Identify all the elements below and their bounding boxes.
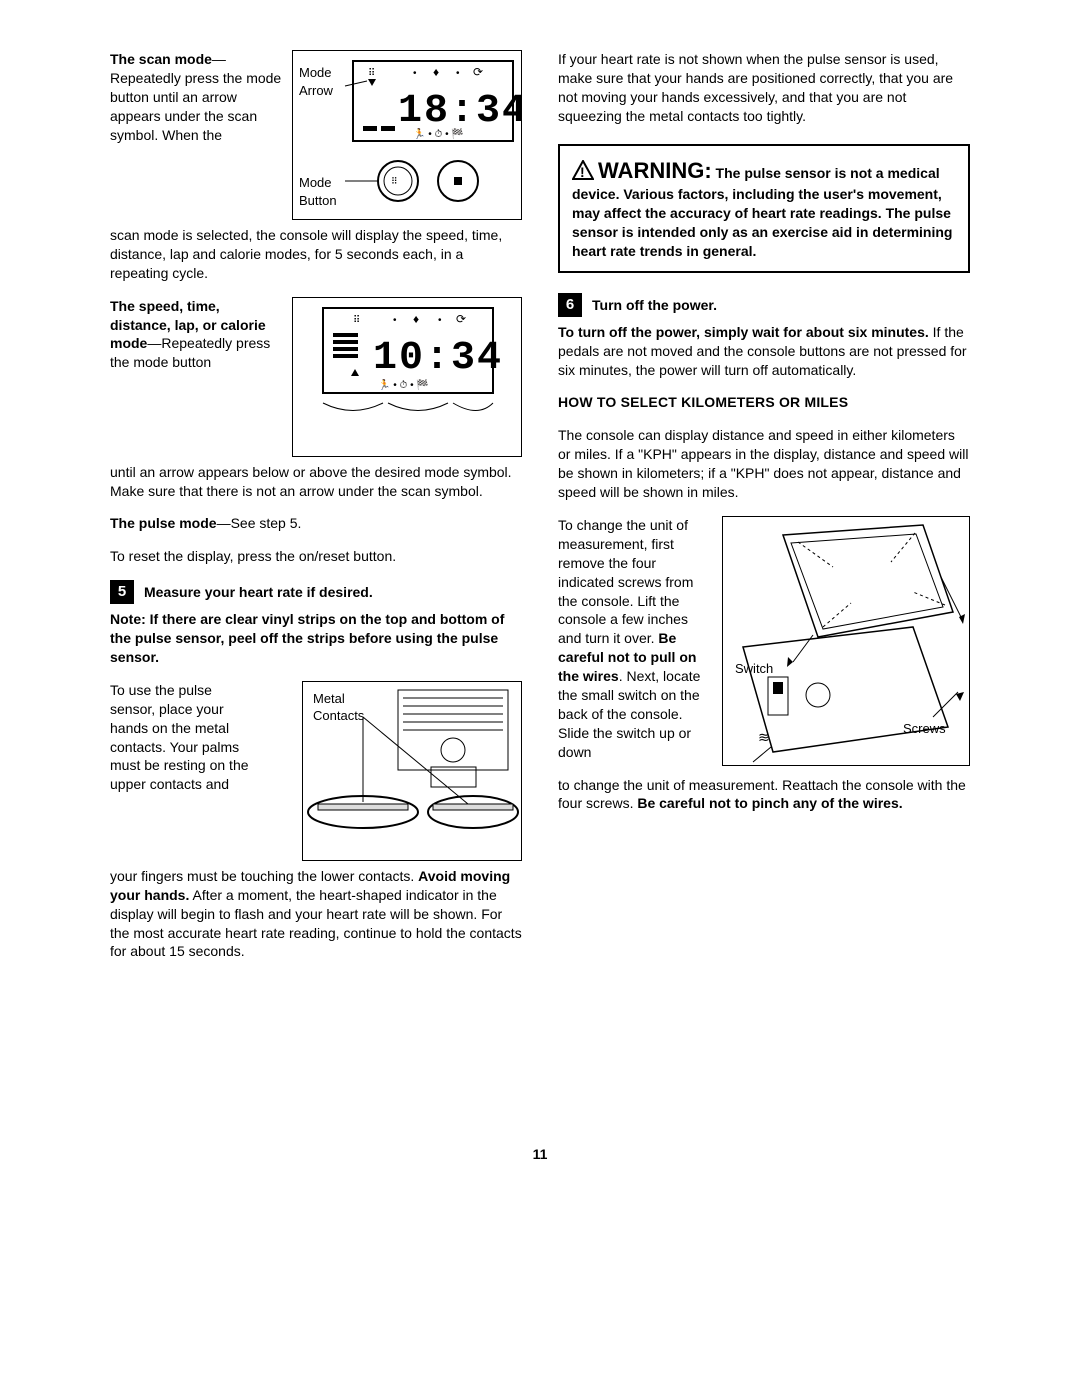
step-number-6: 6 [558,293,582,317]
svg-text:⠿: ⠿ [353,315,360,326]
svg-text:♦: ♦ [433,65,439,79]
step-number-5: 5 [110,580,134,604]
svg-text:!: ! [580,164,585,180]
figure-console-1: ⠿ • ♦ • ⟳ 18:34 🏃 • ⏱ • 🏁 ⠿ [292,50,522,220]
fig4-label-switch: Switch [735,660,981,678]
step5-text1: To use the pulse sensor, place your hand… [110,681,250,794]
step5-note: Note: If there are clear vinyl strips on… [110,610,522,667]
step-6-header: 6 Turn off the power. [558,293,970,317]
step5-text2: your fingers must be touching the lower … [110,867,522,961]
svg-text:⟳: ⟳ [456,312,466,326]
svg-text:•: • [456,68,460,79]
km-block: ≋ Switch Screws To change the unit of me… [558,516,970,776]
reset-line: To reset the display, press the on/reset… [110,547,522,566]
step-5-title: Measure your heart rate if desired. [144,580,373,602]
svg-text:♦: ♦ [413,312,419,326]
warning-title: WARNING: [598,158,712,183]
fig4-label-screws: Screws [903,720,1080,738]
left-column: ⠿ • ♦ • ⟳ 18:34 🏃 • ⏱ • 🏁 ⠿ [110,50,522,975]
km-text-wrap: To change the unit of measurement, first… [558,516,708,762]
right-column: If your heart rate is not shown when the… [558,50,970,975]
warning-box: ! WARNING: The pulse sensor is not a med… [558,144,970,273]
step-6-title: Turn off the power. [592,293,717,315]
svg-text:⠿: ⠿ [368,68,375,79]
pulse-mode-line: The pulse mode—See step 5. [110,514,522,533]
svg-text:🏃 • ⏱ • 🏁: 🏃 • ⏱ • 🏁 [378,378,429,391]
warning-icon: ! [572,160,594,185]
figure-pulse-sensor: Metal Contacts [302,681,522,861]
step6-body: To turn off the power, simply wait for a… [558,323,970,380]
two-column-layout: ⠿ • ♦ • ⟳ 18:34 🏃 • ⏱ • 🏁 ⠿ [110,50,970,975]
svg-text:⠿: ⠿ [391,176,398,186]
scan-mode-para-2: scan mode is selected, the console will … [110,226,522,283]
svg-text:10:34: 10:34 [373,336,503,381]
svg-text:≋: ≋ [758,729,770,745]
figure-console-back: ≋ Switch Screws [722,516,970,766]
right-intro: If your heart rate is not shown when the… [558,50,970,126]
fig3-label: Metal Contacts [313,690,383,725]
page-number: 11 [110,1145,970,1164]
speed-mode-block: ⠿• ♦• ⟳ 10:34 🏃 • ⏱ • 🏁 The speed, time,… [110,297,522,463]
svg-text:⟳: ⟳ [473,65,483,79]
svg-text:•: • [438,315,442,326]
step-5-header: 5 Measure your heart rate if desired. [110,580,522,604]
pulse-sensor-block: Metal Contacts To use the pulse sensor, … [110,681,522,867]
km-intro: The console can display distance and spe… [558,426,970,502]
svg-text:•: • [393,315,397,326]
fig1-label-button: Mode Button [299,174,349,209]
section-heading-km: HOW TO SELECT KILOMETERS OR MILES [558,393,970,412]
speed-mode-para-2: until an arrow appears below or above th… [110,463,522,501]
km-text-after: to change the unit of measurement. Reatt… [558,776,970,814]
svg-text:•: • [413,68,417,79]
fig1-label-arrow: Mode Arrow [299,64,349,99]
scan-mode-block: ⠿ • ♦ • ⟳ 18:34 🏃 • ⏱ • 🏁 ⠿ [110,50,522,226]
svg-text:🏃 • ⏱ • 🏁: 🏃 • ⏱ • 🏁 [413,127,464,140]
figure-console-2: ⠿ • ♦ • ⟳ 10:34 🏃 • ⏱ • 🏁 [292,297,522,457]
display-value: 18:34 [398,89,521,134]
